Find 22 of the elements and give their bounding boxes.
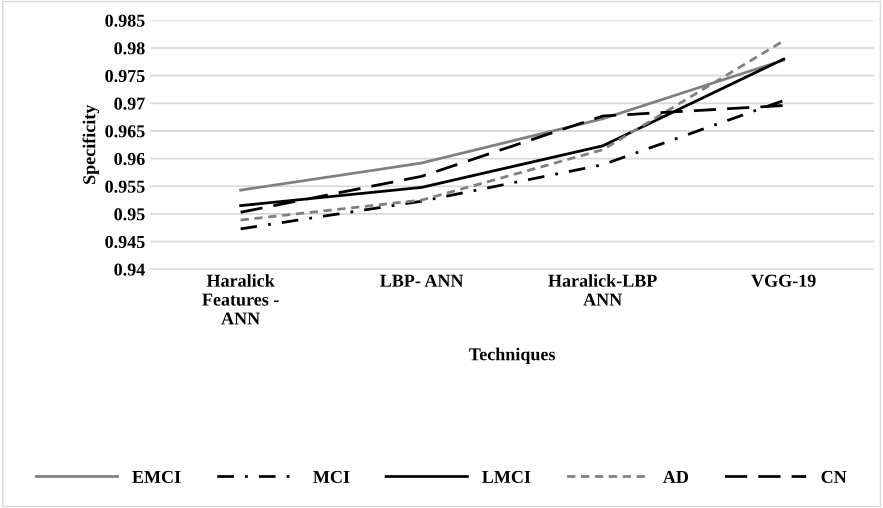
legend-label: AD [662, 470, 688, 483]
y-tick-label: 0.94 [114, 263, 145, 276]
y-tick-label: 0.985 [105, 14, 145, 27]
line-series [239, 99, 786, 230]
x-tick-label: VGG-19 [751, 274, 816, 287]
y-axis-title: Specificity [82, 104, 100, 184]
y-tick-label: 0.96 [114, 152, 145, 166]
y-tick-label: 0.945 [105, 236, 145, 248]
y-tick-label: 0.98 [114, 42, 145, 54]
y-tick-label: 0.97 [114, 98, 145, 110]
legend-label: EMCI [132, 470, 180, 483]
y-tick-label: 0.975 [105, 70, 145, 82]
y-tick-label: 0.955 [105, 180, 145, 193]
x-tick-label: Haralick-LBP ANN [548, 274, 657, 306]
x-tick-label: Haralick Features - ANN [202, 274, 279, 324]
x-axis-title: Techniques [469, 348, 556, 364]
legend-label: LMCI [482, 470, 530, 483]
legend-label: MCI [313, 470, 350, 483]
y-tick-label: 0.95 [114, 208, 145, 220]
x-tick-label: LBP- ANN [380, 274, 464, 287]
legend-label: CN [822, 470, 847, 483]
y-tick-label: 0.965 [105, 125, 145, 138]
